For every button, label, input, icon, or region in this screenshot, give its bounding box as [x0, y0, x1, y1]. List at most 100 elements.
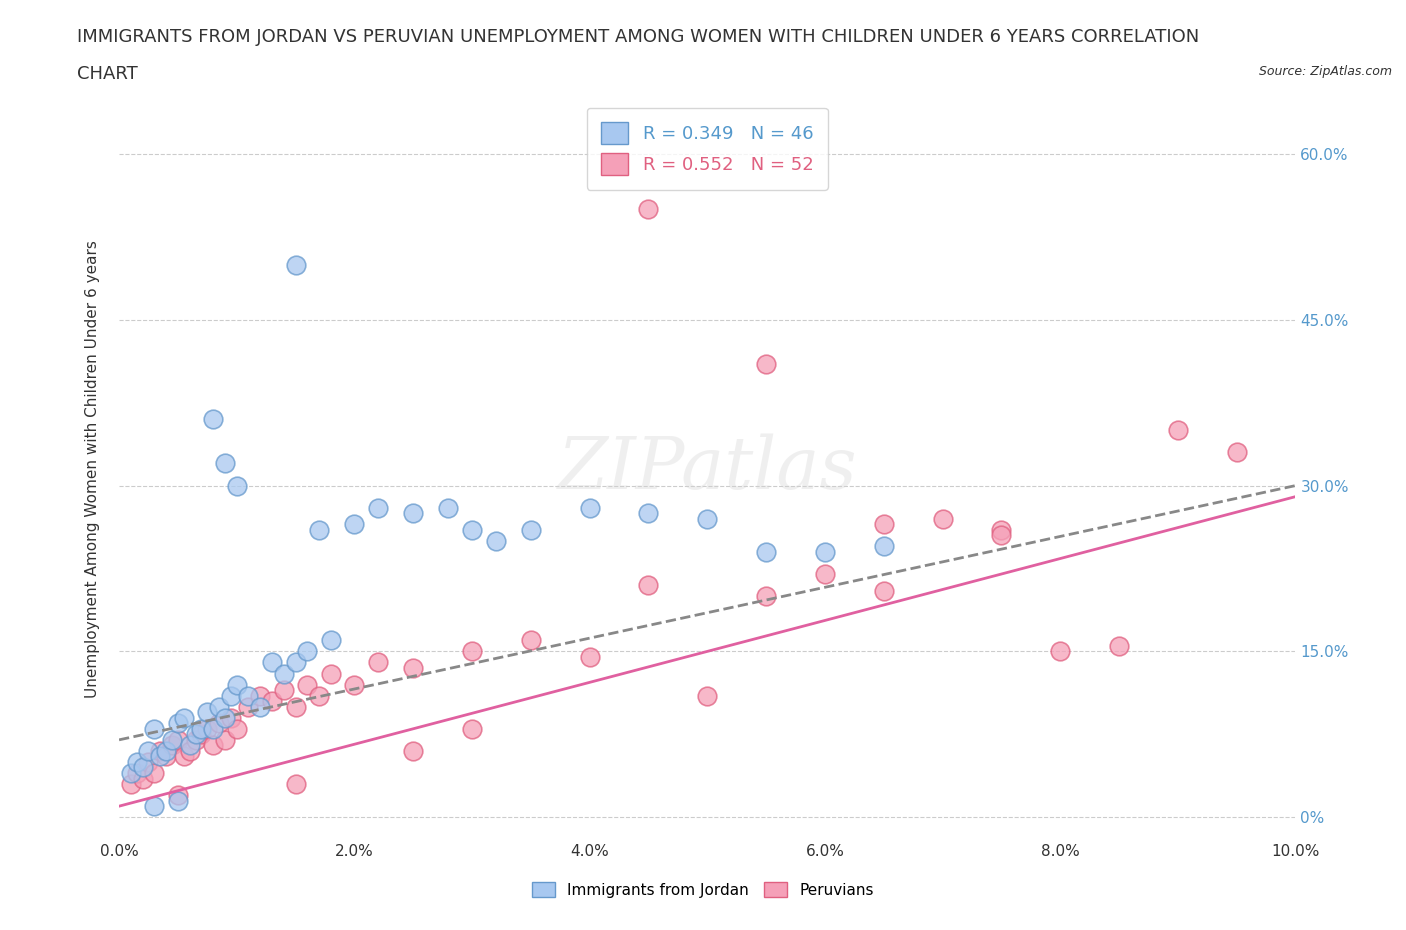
- Point: [131, 771, 153, 786]
- Point: [260, 694, 283, 709]
- Point: [284, 777, 307, 791]
- Point: [167, 733, 190, 748]
- Point: [167, 793, 190, 808]
- Point: [238, 688, 260, 703]
- Point: [143, 799, 166, 814]
- Point: [214, 711, 236, 725]
- Point: [143, 765, 166, 780]
- Point: [160, 737, 183, 752]
- Point: [814, 566, 837, 581]
- Point: [219, 711, 242, 725]
- Point: [149, 743, 172, 758]
- Text: CHART: CHART: [77, 65, 138, 83]
- Point: [120, 777, 142, 791]
- Point: [437, 500, 460, 515]
- Text: Source: ZipAtlas.com: Source: ZipAtlas.com: [1258, 65, 1392, 78]
- Point: [484, 534, 506, 549]
- Point: [284, 699, 307, 714]
- Point: [190, 722, 212, 737]
- Point: [208, 699, 231, 714]
- Point: [155, 749, 177, 764]
- Point: [260, 655, 283, 670]
- Legend: Immigrants from Jordan, Peruvians: Immigrants from Jordan, Peruvians: [526, 875, 880, 904]
- Point: [273, 683, 295, 698]
- Point: [214, 733, 236, 748]
- Point: [637, 578, 659, 592]
- Point: [461, 523, 484, 538]
- Text: IMMIGRANTS FROM JORDAN VS PERUVIAN UNEMPLOYMENT AMONG WOMEN WITH CHILDREN UNDER : IMMIGRANTS FROM JORDAN VS PERUVIAN UNEMP…: [77, 28, 1199, 46]
- Point: [520, 633, 543, 648]
- Point: [202, 722, 225, 737]
- Point: [873, 517, 896, 532]
- Point: [284, 655, 307, 670]
- Point: [149, 749, 172, 764]
- Point: [814, 544, 837, 559]
- Point: [755, 356, 778, 371]
- Point: [195, 705, 218, 720]
- Point: [319, 633, 342, 648]
- Point: [578, 500, 600, 515]
- Point: [190, 727, 212, 742]
- Point: [755, 544, 778, 559]
- Point: [308, 523, 330, 538]
- Point: [225, 722, 247, 737]
- Point: [225, 478, 247, 493]
- Point: [343, 517, 366, 532]
- Point: [308, 688, 330, 703]
- Point: [125, 765, 148, 780]
- Point: [214, 456, 236, 471]
- Point: [297, 644, 319, 658]
- Point: [173, 749, 195, 764]
- Point: [1108, 639, 1130, 654]
- Point: [990, 523, 1012, 538]
- Point: [195, 722, 218, 737]
- Point: [990, 528, 1012, 543]
- Point: [367, 500, 389, 515]
- Point: [297, 677, 319, 692]
- Point: [143, 722, 166, 737]
- Point: [1226, 445, 1249, 459]
- Point: [138, 743, 160, 758]
- Point: [402, 506, 425, 521]
- Point: [179, 743, 201, 758]
- Point: [696, 512, 718, 526]
- Point: [931, 512, 953, 526]
- Point: [160, 733, 183, 748]
- Point: [1049, 644, 1071, 658]
- Point: [131, 760, 153, 775]
- Point: [284, 257, 307, 272]
- Point: [120, 765, 142, 780]
- Point: [461, 644, 484, 658]
- Point: [184, 733, 207, 748]
- Point: [184, 727, 207, 742]
- Legend: R = 0.349   N = 46, R = 0.552   N = 52: R = 0.349 N = 46, R = 0.552 N = 52: [586, 108, 828, 190]
- Point: [238, 699, 260, 714]
- Point: [343, 677, 366, 692]
- Point: [367, 655, 389, 670]
- Point: [273, 666, 295, 681]
- Point: [249, 699, 271, 714]
- Point: [873, 539, 896, 554]
- Point: [167, 716, 190, 731]
- Point: [319, 666, 342, 681]
- Point: [208, 716, 231, 731]
- Point: [155, 743, 177, 758]
- Point: [755, 589, 778, 604]
- Point: [578, 649, 600, 664]
- Point: [1167, 423, 1189, 438]
- Point: [873, 583, 896, 598]
- Point: [125, 754, 148, 769]
- Y-axis label: Unemployment Among Women with Children Under 6 years: Unemployment Among Women with Children U…: [86, 240, 100, 698]
- Point: [461, 722, 484, 737]
- Point: [167, 788, 190, 803]
- Point: [696, 688, 718, 703]
- Point: [225, 677, 247, 692]
- Point: [637, 202, 659, 217]
- Point: [173, 711, 195, 725]
- Point: [138, 754, 160, 769]
- Point: [520, 523, 543, 538]
- Point: [402, 743, 425, 758]
- Point: [202, 737, 225, 752]
- Text: ZIPatlas: ZIPatlas: [557, 433, 858, 504]
- Point: [202, 412, 225, 427]
